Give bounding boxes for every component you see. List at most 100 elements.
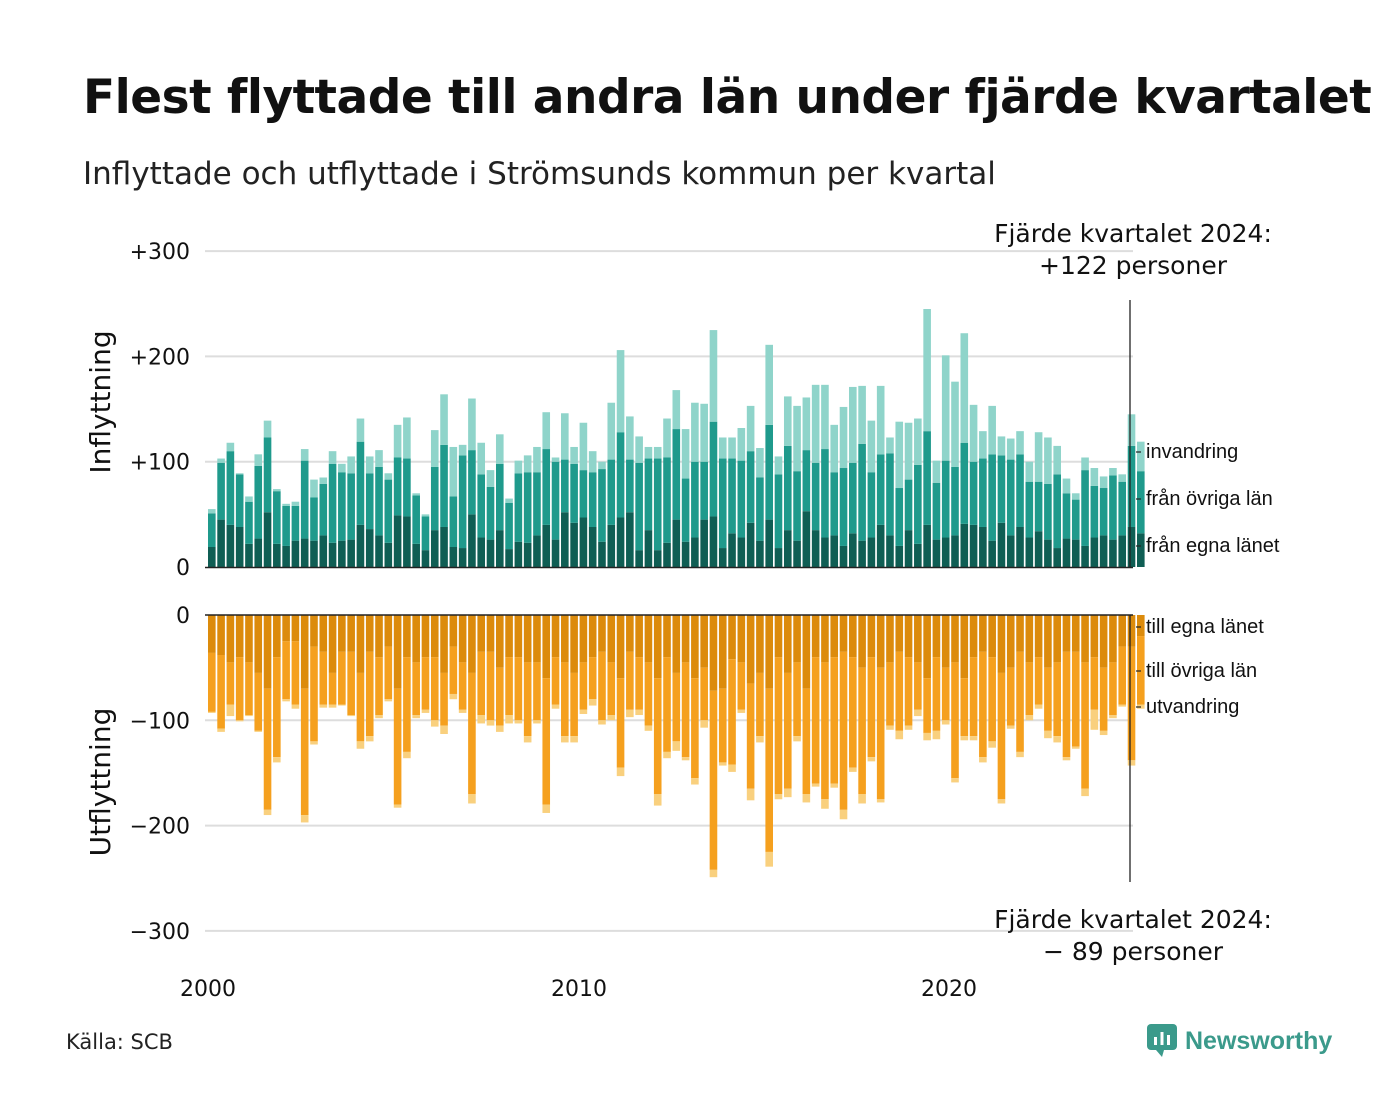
inflow-bar: [319, 535, 328, 567]
inflow-bar: [356, 524, 365, 567]
outflow-bar: [886, 662, 894, 726]
outflow-bar: [839, 615, 848, 652]
outflow-bar: [988, 657, 996, 742]
inflow-bar: [728, 437, 736, 459]
inflow-bar: [356, 441, 365, 525]
inflow-bar: [1053, 474, 1061, 549]
outflow-bar: [616, 767, 625, 777]
inflow-bar: [672, 390, 681, 430]
outflow-bar: [756, 615, 764, 673]
chart-title: Flest flyttade till andra län under fjär…: [83, 70, 1372, 125]
outflow-bar: [588, 615, 597, 658]
outflow-bar: [728, 764, 736, 772]
outflow-bar: [1081, 662, 1089, 789]
outflow-bar: [347, 715, 355, 717]
outflow-bar: [440, 672, 448, 726]
inflow-bar: [579, 470, 588, 518]
outflow-bar: [282, 615, 290, 642]
outflow-bar: [495, 667, 504, 726]
outflow-bar: [430, 615, 439, 658]
outflow-bar: [997, 799, 1006, 804]
newsworthy-logo[interactable]: Newsworthy: [1147, 1024, 1332, 1058]
x-tick-label: 2010: [551, 977, 607, 1002]
outflow-bar: [384, 646, 393, 700]
inflow-bar: [644, 446, 653, 459]
outflow-bar: [245, 615, 253, 663]
inflow-bar: [384, 473, 393, 480]
inflow-bar: [588, 451, 597, 473]
outflow-bar: [969, 615, 978, 658]
series-label-from-other-counties: från övriga län: [1146, 488, 1273, 510]
inflow-bar: [821, 537, 829, 567]
inflow-bar: [1099, 476, 1108, 489]
outflow-bar: [932, 657, 941, 731]
inflow-bar: [533, 472, 541, 536]
outflow-bar: [635, 657, 643, 710]
inflow-bar: [951, 381, 959, 467]
outflow-bar: [774, 615, 783, 658]
outflow-bar: [1025, 715, 1034, 721]
inflow-bar: [514, 460, 523, 474]
outflow-bar: [1090, 615, 1099, 658]
outflow-bar: [737, 709, 746, 713]
outflow-bar: [802, 688, 811, 795]
outflow-bar: [226, 704, 235, 717]
inflow-bar: [421, 514, 430, 517]
series-label-from-own-county: från egna länet: [1146, 535, 1280, 557]
inflow-bar: [811, 384, 820, 463]
inflow-bar: [1090, 537, 1099, 567]
inflow-bar: [403, 458, 411, 517]
inflow-bar: [570, 463, 578, 523]
y-tick-label: −300: [130, 920, 190, 945]
inflow-bar: [245, 496, 253, 502]
outflow-bar: [412, 662, 420, 716]
outflow-bar: [328, 704, 337, 708]
inflow-bar: [914, 418, 922, 465]
inflow-bar: [1016, 431, 1024, 455]
outflow-bar: [951, 615, 959, 663]
outflow-bar: [672, 615, 681, 673]
outflow-bar: [821, 662, 829, 800]
inflow-bar: [486, 539, 495, 567]
outflow-bar: [1062, 651, 1071, 758]
outflow-bar: [839, 651, 848, 810]
outflow-bar: [1099, 730, 1108, 736]
inflow-bar: [774, 474, 783, 549]
inflow-bar: [282, 503, 290, 506]
outflow-bar: [988, 741, 996, 748]
inflow-bar: [960, 442, 969, 524]
inflow-bar: [718, 548, 727, 567]
inflow-bar: [1025, 461, 1034, 482]
outflow-bar: [477, 615, 486, 652]
outflow-bar: [403, 751, 411, 759]
inflow-bar: [495, 434, 504, 464]
inflow-bars: [208, 309, 1145, 567]
outflow-bar: [468, 672, 476, 794]
inflow-bar: [1118, 481, 1127, 536]
inflow-bar: [951, 535, 959, 567]
inflow-bar: [1025, 481, 1034, 538]
inflow-bar: [579, 422, 588, 471]
outflow-bar: [1006, 615, 1015, 668]
inflow-bar: [830, 424, 839, 473]
outflow-bar: [533, 615, 541, 663]
inflow-bar: [728, 458, 736, 534]
inflow-bar: [681, 478, 690, 542]
inflow-bar: [486, 470, 495, 487]
outflow-bar: [1025, 662, 1034, 716]
outflow-bar: [811, 657, 820, 784]
inflow-bar: [718, 458, 727, 549]
outflow-bar: [746, 683, 755, 789]
outflow-bar: [1071, 651, 1080, 747]
outflow-bar: [254, 672, 263, 731]
inflow-bar: [421, 550, 430, 567]
outflow-bar: [319, 615, 328, 652]
inflow-bar: [328, 463, 337, 543]
inflow-bar: [273, 491, 281, 544]
outflow-bar: [300, 688, 309, 816]
inflow-bar: [430, 430, 439, 467]
inflow-bar: [849, 386, 857, 463]
outflow-bar: [1137, 615, 1145, 637]
inflow-bar: [403, 516, 411, 567]
inflow-bar: [979, 431, 987, 459]
